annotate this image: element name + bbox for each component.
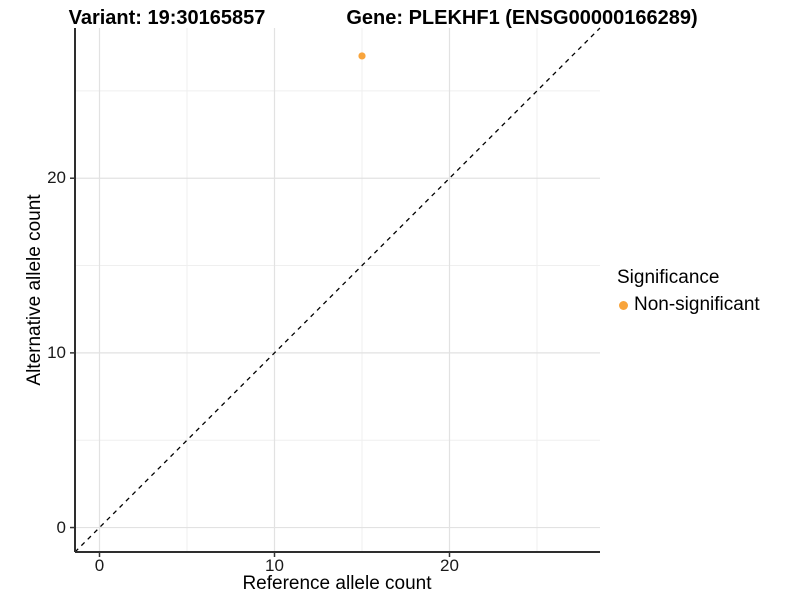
- y-tick-label: 20: [47, 168, 66, 188]
- legend: Significance Non-significant: [614, 267, 760, 316]
- x-axis-title: Reference allele count: [242, 573, 432, 594]
- legend-title: Significance: [617, 267, 720, 288]
- legend-key-dot-icon: [619, 300, 628, 310]
- y-tick-label: 10: [47, 342, 66, 362]
- plot-title-gene: Gene: PLEKHF1 (ENSG00000166289): [346, 7, 698, 29]
- x-tick-label: 20: [440, 556, 459, 575]
- y-tick-label: 0: [56, 517, 66, 537]
- legend-entry: Non-significant: [619, 294, 760, 316]
- plot-panel: [70, 27, 601, 557]
- data-point: [358, 52, 366, 60]
- scatter-plot: [70, 27, 601, 557]
- legend-label: Non-significant: [634, 294, 760, 315]
- identity-line: [74, 27, 601, 553]
- plot-title-variant: Variant: 19:30165857: [68, 7, 266, 29]
- x-tick-label: 0: [94, 556, 105, 575]
- y-axis-title: Alternative allele count: [24, 194, 45, 386]
- x-tick-label: 10: [265, 556, 284, 575]
